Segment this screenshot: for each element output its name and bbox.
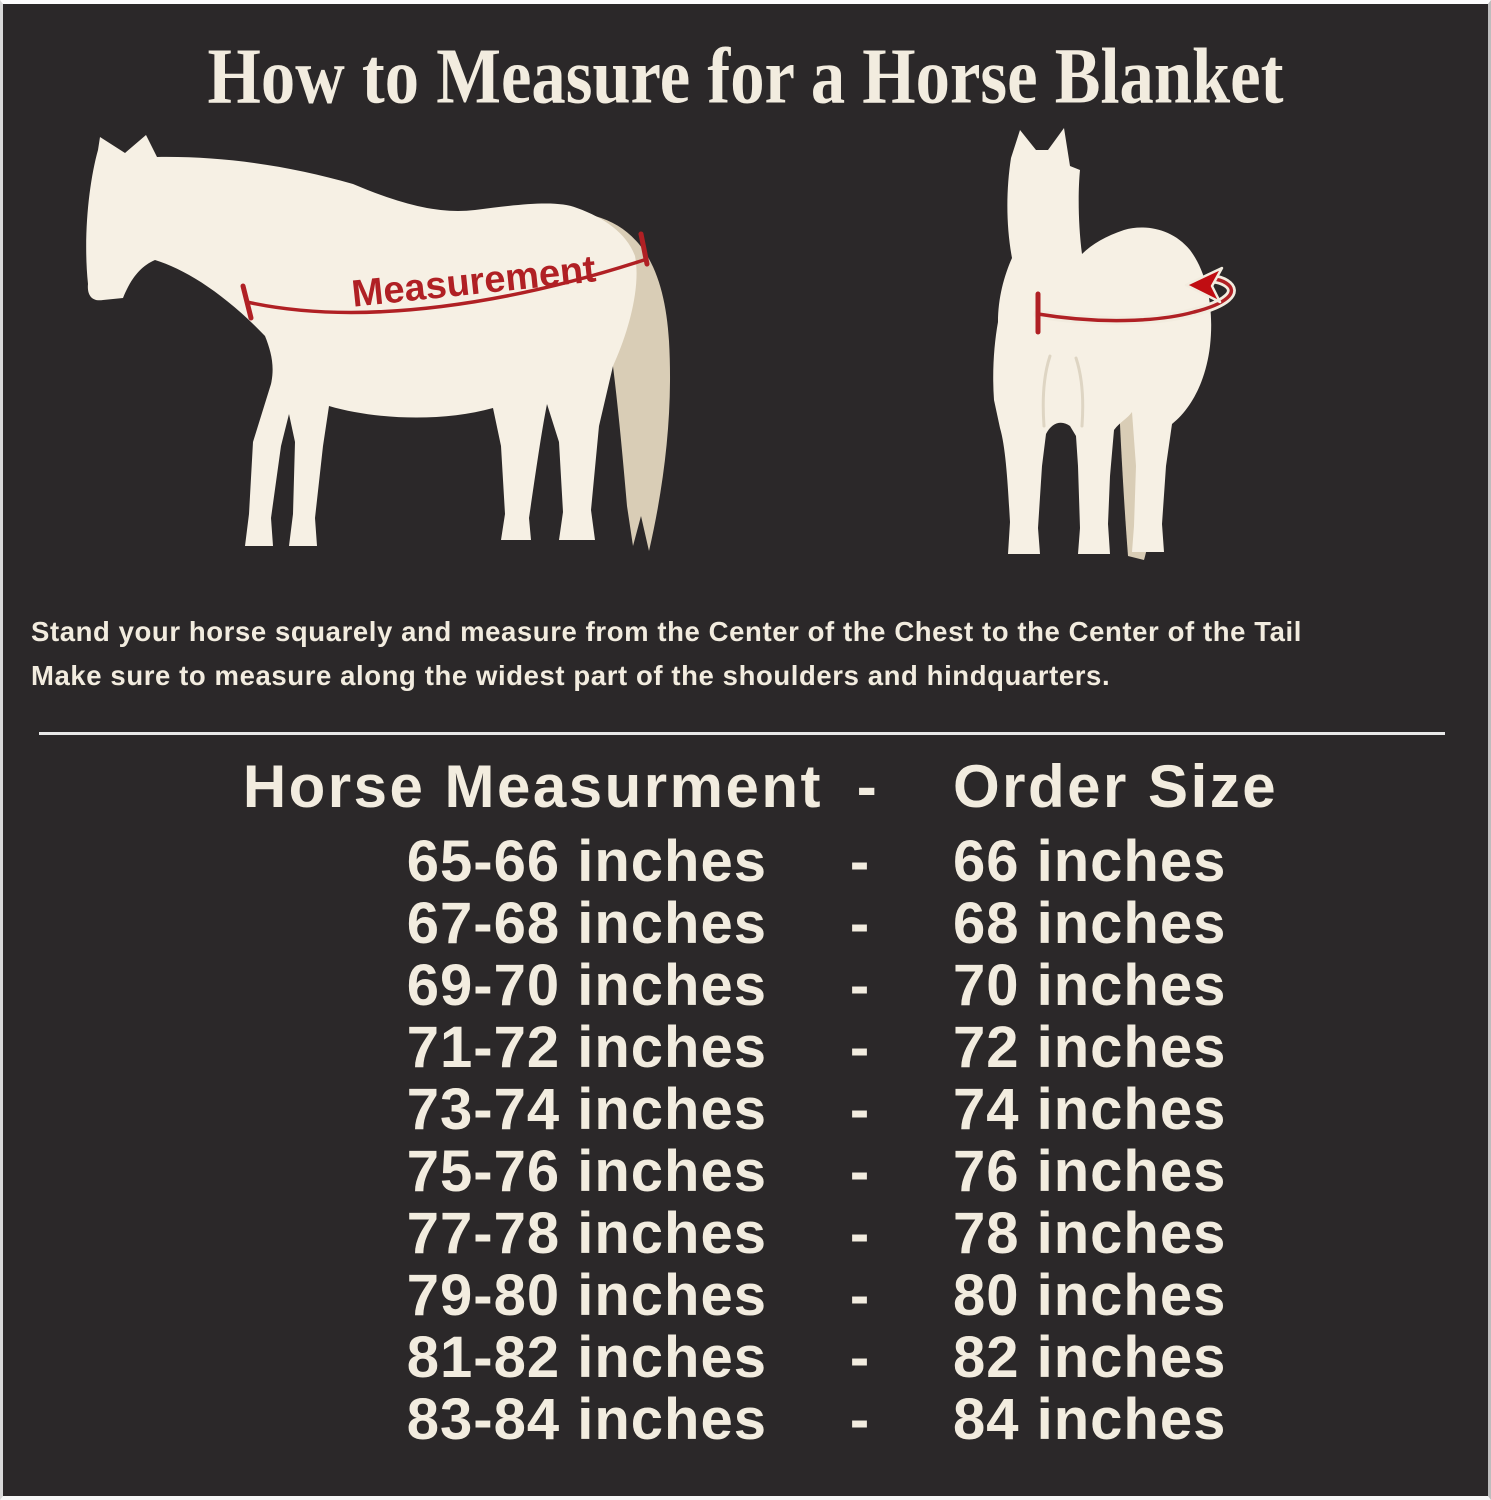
measurement-diagram: Measurement — [3, 126, 1488, 588]
row-separator: - — [849, 1201, 871, 1266]
row-separator: - — [849, 829, 871, 894]
row-separator: - — [849, 1015, 871, 1080]
row-separator: - — [849, 891, 871, 956]
size-chart-rows: 65-66 inches - 66 inches 67-68 inches - 68 in… — [3, 831, 1488, 1451]
size-table-row: 77-78 inches - 78 inches — [3, 1203, 1488, 1265]
order-size-value: 84 inches — [953, 1387, 1227, 1452]
measuring-instructions: Stand your horse squarely and measure fr… — [3, 610, 1488, 698]
horse-measurement-value: 71-72 inches — [406, 1015, 767, 1080]
front-leg-crease-left — [1041, 354, 1052, 428]
order-size-value: 68 inches — [953, 891, 1227, 956]
size-table-row: 71-72 inches - 72 inches — [3, 1017, 1488, 1079]
size-table-row: 73-74 inches - 74 inches — [3, 1079, 1488, 1141]
page-title: How to Measure for a Horse Blanket — [207, 33, 1284, 121]
order-size-value: 76 inches — [953, 1139, 1227, 1204]
row-separator: - — [849, 1263, 871, 1328]
order-size-value: 82 inches — [953, 1325, 1227, 1390]
horse-body-front — [993, 128, 1212, 554]
size-table-row: 67-68 inches - 68 inches — [3, 893, 1488, 955]
horse-measurement-value: 75-76 inches — [406, 1139, 767, 1204]
order-size-value: 80 inches — [953, 1263, 1227, 1328]
horse-measurement-value: 77-78 inches — [406, 1201, 767, 1266]
measurement-line — [245, 258, 646, 315]
measurement-line-chest-tick — [240, 283, 254, 321]
wrap-around-arrow-icon — [1184, 266, 1224, 304]
instructions-line-1: Stand your horse squarely and measure fr… — [31, 616, 1303, 647]
order-size-value: 66 inches — [953, 829, 1227, 894]
order-size-value: 70 inches — [953, 953, 1227, 1018]
horse-measurement-value: 79-80 inches — [406, 1263, 767, 1328]
order-size-value: 72 inches — [953, 1015, 1227, 1080]
row-separator: - — [849, 953, 871, 1018]
horse-measurement-value: 83-84 inches — [406, 1387, 767, 1452]
row-separator: - — [849, 1325, 871, 1390]
horse-side-view-illustration: Measurement — [86, 135, 671, 551]
front-leg-crease-right — [1074, 356, 1085, 428]
horse-measurement-value: 81-82 inches — [406, 1325, 767, 1390]
horse-front-view-illustration — [993, 128, 1236, 560]
row-separator: - — [849, 1077, 871, 1142]
size-table-row: 81-82 inches - 82 inches — [3, 1327, 1488, 1389]
row-separator: - — [849, 1387, 871, 1452]
size-chart: Horse Measurment - Order Size 65-66 inch… — [3, 751, 1488, 1451]
horse-measurement-value: 67-68 inches — [406, 891, 767, 956]
size-table-row: 69-70 inches - 70 inches — [3, 955, 1488, 1017]
horse-measurement-value: 73-74 inches — [406, 1077, 767, 1142]
horse-measurement-value: 65-66 inches — [406, 829, 767, 894]
size-chart-header: Horse Measurment - Order Size — [3, 751, 1488, 823]
size-table-row: 75-76 inches - 76 inches — [3, 1141, 1488, 1203]
horse-body-side — [86, 135, 637, 546]
order-size-value: 74 inches — [953, 1077, 1227, 1142]
instructions-line-2: Make sure to measure along the widest pa… — [31, 660, 1111, 691]
size-table-row: 65-66 inches - 66 inches — [3, 831, 1488, 893]
divider-line — [39, 732, 1445, 735]
header-separator: - — [856, 753, 880, 820]
header-horse-measurement: Horse Measurment — [242, 753, 823, 820]
order-size-value: 78 inches — [953, 1201, 1227, 1266]
row-separator: - — [849, 1139, 871, 1204]
header-order-size: Order Size — [953, 753, 1279, 820]
size-table-row: 83-84 inches - 84 inches — [3, 1389, 1488, 1451]
measurement-line-tail-tick — [638, 231, 650, 267]
size-table-row: 79-80 inches - 80 inches — [3, 1265, 1488, 1327]
horse-measurement-value: 69-70 inches — [406, 953, 767, 1018]
